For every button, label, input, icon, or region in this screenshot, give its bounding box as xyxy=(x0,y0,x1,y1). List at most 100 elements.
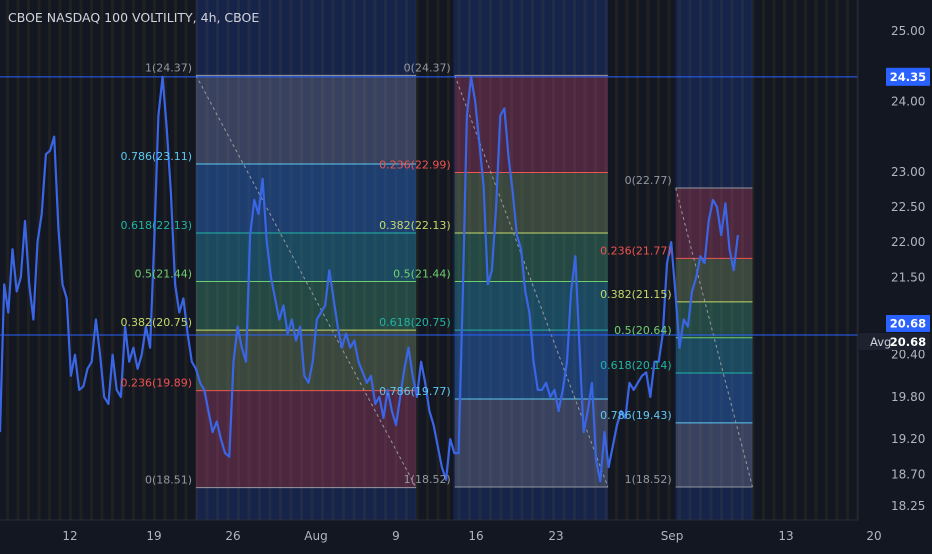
session-stripe xyxy=(373,0,377,520)
fib-zone xyxy=(454,399,608,487)
x-tick-label: Sep xyxy=(661,529,684,543)
fib-level-label: 0(24.37) xyxy=(404,61,451,74)
y-tick-label: 18.70 xyxy=(891,467,925,481)
session-stripe xyxy=(793,0,797,520)
fib-zone xyxy=(675,337,753,373)
session-stripe xyxy=(342,0,345,520)
session-stripe xyxy=(709,0,713,520)
y-tick-label: 23.00 xyxy=(891,165,925,179)
session-stripe xyxy=(531,0,534,520)
avg-badge-label: Avg xyxy=(870,335,891,349)
y-tick-label: 18.25 xyxy=(891,499,925,513)
reference-lines-layer xyxy=(0,76,858,336)
session-stripe xyxy=(447,0,450,520)
fib-zone xyxy=(675,258,753,302)
fib-zone xyxy=(196,390,417,488)
fib-zone xyxy=(454,232,608,282)
session-stripe xyxy=(237,0,240,520)
session-stripe xyxy=(825,0,828,520)
session-stripe xyxy=(468,0,471,520)
y-tick-label: 19.20 xyxy=(891,432,925,446)
session-stripe xyxy=(489,0,492,520)
y-tick-label: 21.50 xyxy=(891,270,925,284)
fib-zone xyxy=(196,164,417,233)
fib-zone xyxy=(196,232,417,282)
session-stripe xyxy=(352,0,356,520)
session-stripe xyxy=(667,0,671,520)
session-stripe xyxy=(216,0,219,520)
fibonacci-layer[interactable] xyxy=(195,74,753,489)
fib-level-label: 0.382(20.75) xyxy=(120,316,192,329)
session-stripe xyxy=(310,0,314,520)
x-tick-label: 23 xyxy=(548,529,563,543)
fib-zone xyxy=(196,330,417,391)
session-stripe xyxy=(184,0,188,520)
session-stripe xyxy=(79,0,83,520)
y-tick-label: 22.50 xyxy=(891,200,925,214)
session-stripe xyxy=(436,0,440,520)
session-stripe xyxy=(688,0,692,520)
session-stripe xyxy=(604,0,608,520)
session-stripe xyxy=(195,0,198,520)
session-stripe xyxy=(636,0,639,520)
session-stripe xyxy=(657,0,660,520)
fib-labels-layer: 1(24.37) 0.786(23.11) 0.618(22.13) 0.5(21.4… xyxy=(120,61,671,486)
x-tick-label: 12 xyxy=(62,529,77,543)
price-badge xyxy=(886,67,930,86)
fib-zone xyxy=(675,372,753,423)
session-stripe xyxy=(625,0,629,520)
fib-level-label: 1(18.52) xyxy=(625,473,672,486)
session-stripe xyxy=(415,0,419,520)
session-stripe xyxy=(835,0,839,520)
fib-level-label: 0.382(21.15) xyxy=(600,288,672,301)
session-stripe xyxy=(646,0,650,520)
x-tick-label: 26 xyxy=(225,529,240,543)
session-stripe xyxy=(552,0,555,520)
fib-zone xyxy=(196,281,417,331)
fib-level-label: 0.236(22.99) xyxy=(379,158,451,171)
y-axis-panel xyxy=(858,0,932,550)
session-stripe xyxy=(121,0,125,520)
session-stripe xyxy=(394,0,398,520)
session-stripe xyxy=(163,0,167,520)
session-stripe xyxy=(37,0,41,520)
fib-level-label: 0.618(22.13) xyxy=(120,219,192,232)
session-stripe xyxy=(720,0,723,520)
fib-level-label: 0.236(21.77) xyxy=(600,244,672,257)
fib-level-label: 0.618(20.14) xyxy=(600,359,672,372)
chart-title: CBOE NASDAQ 100 VOLTILITY, 4h, CBOE xyxy=(8,10,259,25)
session-stripe xyxy=(499,0,503,520)
x-tick-label: 16 xyxy=(468,529,483,543)
session-stripe xyxy=(111,0,114,520)
session-stripe xyxy=(583,0,587,520)
session-stripe xyxy=(132,0,135,520)
session-stripe xyxy=(174,0,177,520)
session-stripe xyxy=(142,0,146,520)
session-stripe xyxy=(279,0,282,520)
session-stripe xyxy=(90,0,93,520)
fib-level-label: 1(24.37) xyxy=(145,61,192,74)
session-stripe xyxy=(762,0,765,520)
session-stripe xyxy=(258,0,261,520)
y-tick-label: 22.00 xyxy=(891,235,925,249)
session-stripe xyxy=(300,0,303,520)
y-tick-label: 20.40 xyxy=(891,348,925,362)
fib-level-label: 1(18.52) xyxy=(404,473,451,486)
session-stripe xyxy=(321,0,324,520)
session-stripe xyxy=(741,0,744,520)
fib-level-label: 0.786(23.11) xyxy=(120,150,192,163)
series-line xyxy=(0,75,739,483)
x-tick-label: 20 xyxy=(866,529,881,543)
fib-zone xyxy=(675,422,753,487)
session-stripe xyxy=(16,0,20,520)
x-tick-label: Aug xyxy=(304,529,327,543)
fib-level-label: 0.236(19.89) xyxy=(120,377,192,390)
session-stripe xyxy=(751,0,755,520)
session-stripe xyxy=(48,0,51,520)
session-stripe xyxy=(678,0,681,520)
session-stripe xyxy=(541,0,545,520)
session-stripe xyxy=(772,0,776,520)
